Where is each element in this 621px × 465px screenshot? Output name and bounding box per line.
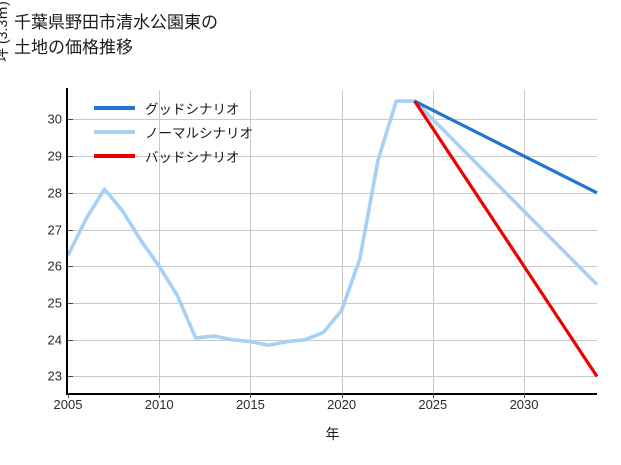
y-tick-mark: [68, 156, 73, 158]
x-tick-mark: [432, 393, 434, 398]
y-tick-label: 29: [47, 148, 62, 164]
gridline-x: [250, 90, 252, 393]
x-axis-spine: [66, 393, 597, 395]
x-tick-label: 2005: [53, 397, 83, 412]
y-tick-label: 27: [47, 222, 62, 238]
x-tick-label: 2020: [327, 397, 357, 412]
gridline-x: [159, 90, 161, 393]
y-tick-label: 28: [47, 185, 62, 201]
y-tick-label: 23: [47, 368, 62, 384]
y-axis-spine: [66, 88, 68, 395]
plot-area: [66, 90, 599, 393]
y-tick-label: 30: [47, 111, 62, 127]
series-lines: [66, 99, 599, 378]
legend-item[interactable]: バッドシナリオ: [94, 144, 304, 168]
y-axis-tick-labels: 23 24 25 26 27 28 29 30: [30, 90, 62, 393]
x-tick-label: 2030: [509, 397, 539, 412]
gridline-x: [432, 90, 434, 393]
y-tick-mark: [68, 229, 73, 231]
y-tick-mark: [68, 192, 73, 194]
x-axis-label: 年: [325, 426, 340, 442]
x-tick-mark: [159, 393, 161, 398]
gridline-y: [68, 119, 597, 121]
legend-item[interactable]: ノーマルシナリオ: [94, 120, 304, 144]
x-tick-mark: [250, 393, 252, 398]
y-tick-mark: [68, 266, 73, 268]
legend-label: ノーマルシナリオ: [145, 126, 253, 141]
x-tick-label: 2025: [418, 397, 448, 412]
y-tick-mark: [68, 376, 73, 378]
gridline-y: [68, 192, 597, 194]
chart-legend: グッドシナリオ ノーマルシナリオ バッドシナリオ: [94, 96, 304, 168]
legend-line-swatch: [94, 154, 135, 158]
x-axis-tick-labels: 2005 2010 2015 2020 2025 2030: [54, 397, 597, 417]
x-tick-mark: [68, 393, 69, 398]
legend-line-swatch: [94, 106, 135, 110]
gridline-x: [341, 90, 343, 393]
gridline-x: [524, 90, 526, 393]
y-tick-mark: [68, 303, 73, 305]
y-axis-label: 坪 (3.3㎡) 単価 (万円): [0, 0, 12, 120]
gridline-y: [68, 156, 597, 158]
gridline-y: [68, 229, 597, 231]
legend-item[interactable]: グッドシナリオ: [94, 96, 304, 120]
x-tick-mark: [341, 393, 343, 398]
x-tick-label: 2015: [235, 397, 265, 412]
y-tick-mark: [68, 119, 73, 121]
gridline-y: [68, 339, 597, 341]
series-line-good: [413, 99, 598, 195]
chart-title: 千葉県野田市清水公園東の 土地の価格推移: [14, 13, 218, 57]
series-line-bad: [413, 100, 599, 378]
legend-label: グッドシナリオ: [145, 102, 240, 117]
x-tick-label: 2010: [144, 397, 174, 412]
y-tick-label: 25: [47, 295, 62, 311]
legend-label: バッドシナリオ: [145, 150, 240, 165]
y-tick-label: 24: [47, 332, 62, 348]
legend-line-swatch: [94, 130, 135, 134]
gridline-y: [68, 266, 597, 268]
gridline-y: [68, 376, 597, 378]
x-tick-mark: [524, 393, 526, 398]
y-tick-mark: [68, 339, 73, 341]
gridline-y: [68, 303, 597, 305]
y-tick-label: 26: [47, 258, 62, 274]
series-line-normal: [66, 99, 599, 348]
